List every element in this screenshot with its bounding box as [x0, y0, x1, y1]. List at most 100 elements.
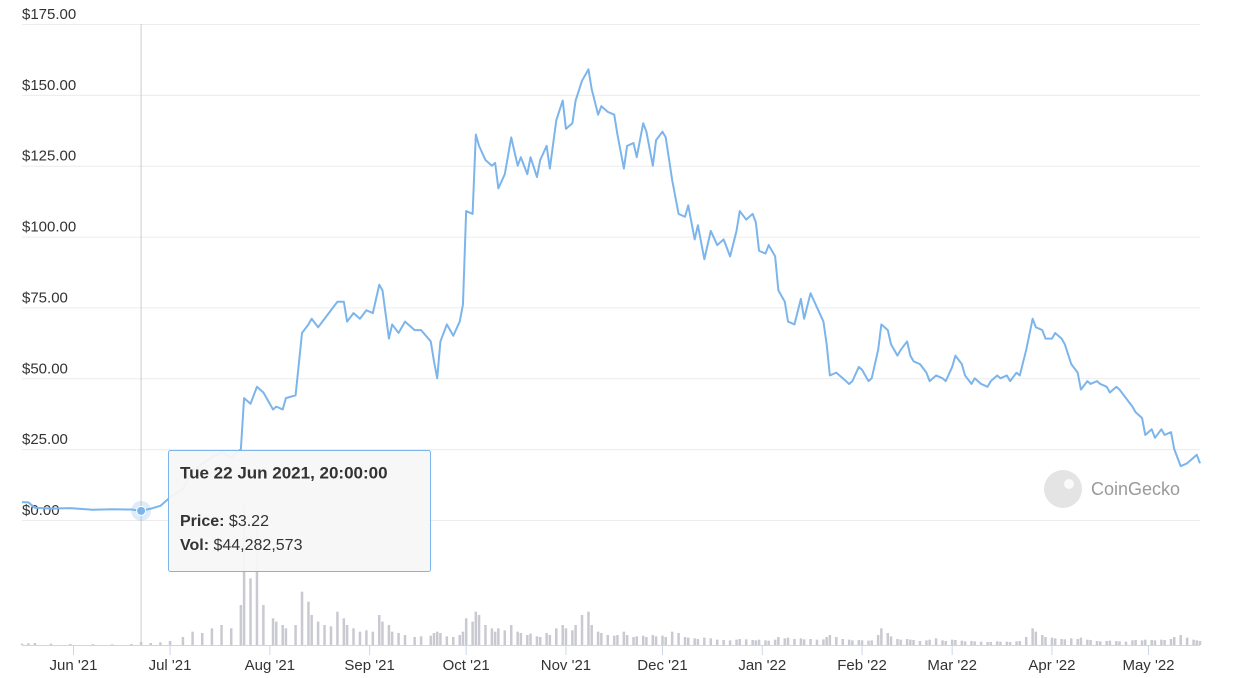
volume-bar: [1018, 641, 1022, 645]
volume-bar: [918, 641, 922, 645]
y-tick-label: $75.00: [22, 289, 68, 306]
volume-bar: [1031, 628, 1034, 645]
volume-bar: [835, 637, 838, 645]
volume-bar: [1150, 640, 1153, 645]
volume-bar: [439, 633, 442, 645]
volume-bar: [677, 633, 680, 645]
volume-bar: [580, 615, 584, 645]
volume-bar: [799, 638, 803, 645]
volume-bar: [397, 633, 400, 645]
volume-bar: [828, 635, 832, 645]
y-tick-label: $25.00: [22, 431, 68, 448]
volume-bar: [986, 642, 989, 645]
volume-bar: [1024, 637, 1028, 645]
volume-bar: [564, 628, 568, 645]
price-line: [21, 68, 1201, 512]
volume-bar: [429, 635, 433, 645]
volume-bar: [1179, 635, 1182, 645]
volume-bar: [600, 633, 603, 645]
volume-bar: [20, 643, 24, 645]
volume-bar: [777, 637, 780, 645]
volume-bar: [490, 628, 494, 645]
volume-bar: [1108, 640, 1112, 645]
volume-bar: [262, 605, 265, 645]
volume-bar: [1185, 637, 1189, 645]
volume-bar: [1063, 639, 1067, 645]
volume-bar: [944, 641, 947, 645]
volume-bar: [999, 641, 1002, 645]
volume-bar: [419, 636, 423, 645]
x-tick-label: Jun '21: [50, 657, 98, 674]
volume-bar: [365, 630, 368, 645]
volume-bar: [625, 635, 629, 645]
volume-bar: [159, 642, 162, 645]
volume-bar: [432, 633, 436, 645]
volume-bar: [294, 625, 297, 645]
volume-bar: [545, 633, 548, 645]
volume-bar: [535, 636, 539, 645]
volume-bar: [1115, 641, 1118, 645]
volume-bar: [181, 637, 185, 645]
volume-bar: [130, 644, 133, 645]
volume-bar: [963, 641, 967, 645]
volume-bar: [880, 628, 883, 645]
volume-bar: [49, 643, 53, 645]
volume-bar: [281, 625, 284, 645]
volume-bar: [242, 505, 246, 645]
volume-bar: [1050, 637, 1054, 645]
volume-bar: [1131, 640, 1134, 645]
volume-bar: [841, 639, 844, 645]
volume-bar: [307, 601, 310, 645]
volume-bar: [905, 639, 909, 645]
volume-bar: [622, 631, 626, 645]
volume-bar: [1163, 640, 1166, 645]
volume-bar: [497, 628, 500, 645]
volume-bar: [1089, 640, 1092, 645]
volume-bar: [110, 644, 114, 645]
volume-bar: [1034, 631, 1038, 645]
x-tick-label: Jul '21: [149, 657, 192, 674]
volume-bar: [503, 630, 507, 645]
volume-bar: [744, 639, 748, 645]
x-tick-label: Jan '22: [738, 657, 786, 674]
x-tick-label: Oct '21: [443, 657, 490, 674]
volume-bar: [847, 639, 851, 645]
x-tick-label: Nov '21: [541, 657, 591, 674]
volume-bar: [371, 631, 375, 645]
volume-bar: [300, 591, 304, 645]
volume-bar: [715, 639, 719, 645]
y-tick-label: $150.00: [22, 77, 76, 94]
volume-bar: [310, 615, 313, 645]
volume-bar: [934, 638, 938, 645]
volume-bar: [728, 640, 732, 645]
volume-bar: [651, 635, 655, 645]
volume-bar: [709, 638, 713, 645]
volume-bar: [471, 621, 474, 645]
x-tick-label: May '22: [1122, 657, 1174, 674]
volume-bar: [867, 640, 870, 645]
volume-bar: [912, 640, 915, 645]
hover-point: [136, 505, 147, 516]
volume-bar: [909, 639, 912, 645]
volume-bar: [735, 639, 738, 645]
watermark: CoinGecko: [1044, 470, 1180, 508]
volume-bar: [220, 625, 223, 645]
volume-bar: [590, 625, 593, 645]
volume-bar: [783, 638, 787, 645]
volume-bar: [809, 639, 812, 645]
watermark-text: CoinGecko: [1091, 479, 1180, 499]
volume-bar: [33, 643, 37, 645]
volume-bar: [1134, 640, 1137, 645]
volume-bar: [1153, 640, 1157, 645]
volume-bar: [452, 637, 455, 645]
x-tick-label: Feb '22: [837, 657, 887, 674]
volume-bar: [509, 625, 513, 645]
volume-bar: [413, 637, 416, 645]
volume-bar: [352, 628, 355, 645]
volume-bar: [1053, 638, 1057, 645]
volume-bar: [1118, 641, 1121, 645]
volume-bar: [1160, 639, 1163, 645]
volume-bar: [403, 635, 407, 645]
